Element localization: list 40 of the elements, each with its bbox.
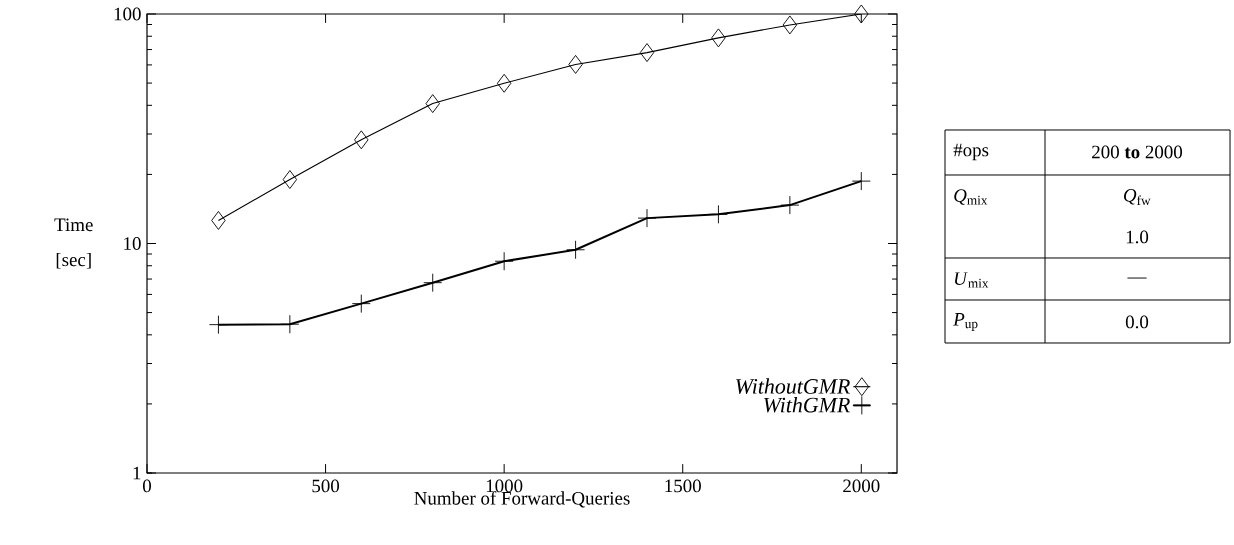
point (354, 130, 369, 150)
x-tick-label: 0 (142, 479, 151, 493)
legend-label: WithGMR (764, 397, 850, 413)
x-tick-label: 1000 (486, 479, 523, 493)
point (566, 240, 586, 260)
point (711, 28, 726, 48)
point (282, 170, 298, 189)
point (496, 73, 512, 93)
point (851, 171, 871, 191)
point (568, 54, 583, 74)
text: #ops (953, 143, 989, 161)
y-tick-label: 10 (124, 237, 141, 250)
text: U$_{mix}$ (954, 272, 989, 288)
x-tick-label: 2000 (843, 479, 880, 493)
point (423, 273, 443, 293)
point (280, 314, 300, 334)
x-tick-label: 500 (312, 479, 340, 493)
text: P$_{up}$ (953, 313, 978, 331)
point (780, 195, 800, 215)
text: Q$_{fw}$ (1123, 188, 1151, 206)
point (425, 94, 440, 114)
point (211, 211, 226, 230)
x-tick-label: 1500 (665, 479, 701, 493)
text: 1.0 (1126, 230, 1149, 244)
text: 200 to 2000 (1092, 145, 1183, 159)
text: Q$_{mix}$ (954, 189, 988, 205)
y-tick-label: 100 (114, 7, 141, 21)
text: 0.0 (1125, 315, 1149, 329)
point (708, 204, 728, 224)
y-axis-title: Time [sec] (54, 218, 93, 269)
point (782, 15, 798, 35)
point (351, 294, 371, 314)
text: — (1127, 277, 1147, 279)
point (494, 251, 514, 271)
legend-label: WithoutGMR (736, 378, 850, 394)
point (639, 43, 655, 63)
point (208, 315, 228, 335)
point (854, 4, 869, 24)
y-tick-label: 1 (133, 466, 141, 480)
point (637, 208, 657, 228)
